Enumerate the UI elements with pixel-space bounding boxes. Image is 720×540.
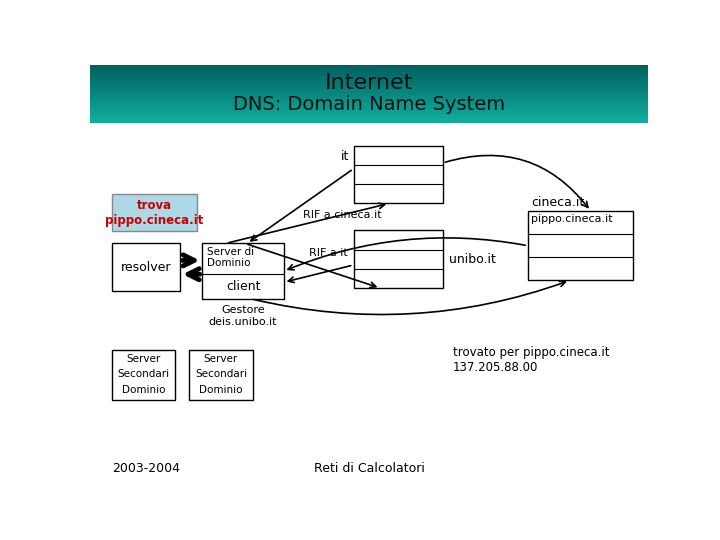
Bar xyxy=(90,90,648,91)
Text: RIF a cineca.it: RIF a cineca.it xyxy=(302,210,381,220)
Bar xyxy=(90,115,648,116)
Text: Internet: Internet xyxy=(325,72,413,92)
Bar xyxy=(90,121,648,122)
Bar xyxy=(189,350,253,400)
Bar xyxy=(90,67,648,68)
Bar xyxy=(90,69,648,70)
Text: Dominio: Dominio xyxy=(122,384,165,395)
Bar xyxy=(354,146,443,204)
Text: Server: Server xyxy=(204,354,238,364)
Bar xyxy=(90,111,648,112)
Bar xyxy=(528,211,632,280)
Bar xyxy=(90,94,648,95)
Bar xyxy=(90,80,648,81)
Text: Server: Server xyxy=(126,354,161,364)
Bar xyxy=(90,117,648,118)
Bar xyxy=(90,85,648,86)
Bar xyxy=(90,101,648,102)
Text: DNS: Domain Name System: DNS: Domain Name System xyxy=(233,96,505,114)
Text: pippo.cineca.it: pippo.cineca.it xyxy=(531,214,613,224)
Bar xyxy=(90,66,648,67)
Bar xyxy=(90,70,648,71)
Bar xyxy=(90,74,648,75)
Bar xyxy=(90,72,648,73)
Bar xyxy=(354,231,443,288)
Bar xyxy=(90,105,648,106)
Bar xyxy=(90,106,648,107)
Bar xyxy=(90,118,648,119)
Text: unibo.it: unibo.it xyxy=(449,253,495,266)
Bar xyxy=(90,103,648,104)
Bar xyxy=(90,89,648,90)
Bar xyxy=(90,81,648,82)
Bar xyxy=(112,244,180,291)
Bar xyxy=(90,98,648,99)
Text: Dominio: Dominio xyxy=(199,384,243,395)
Text: Secondari: Secondari xyxy=(117,369,169,379)
Bar xyxy=(90,114,648,115)
Bar xyxy=(90,110,648,111)
Bar xyxy=(90,122,648,123)
Bar xyxy=(90,97,648,98)
Bar xyxy=(90,77,648,78)
Bar xyxy=(90,100,648,101)
Bar xyxy=(90,116,648,117)
Bar xyxy=(90,78,648,79)
Text: Secondari: Secondari xyxy=(195,369,247,379)
Text: Gestore
deis.unibo.it: Gestore deis.unibo.it xyxy=(209,305,277,327)
Text: 2003-2004: 2003-2004 xyxy=(112,462,180,475)
Bar xyxy=(90,82,648,83)
Bar xyxy=(90,87,648,88)
Text: RIF a it: RIF a it xyxy=(309,248,347,259)
Bar xyxy=(90,119,648,120)
Text: Server di
Dominio: Server di Dominio xyxy=(207,247,254,268)
Text: Reti di Calcolatori: Reti di Calcolatori xyxy=(314,462,424,475)
Bar xyxy=(90,65,648,66)
Bar xyxy=(90,73,648,74)
Bar xyxy=(90,96,648,97)
Bar xyxy=(90,83,648,84)
Text: it: it xyxy=(341,150,350,163)
Bar xyxy=(90,86,648,87)
Bar xyxy=(90,108,648,109)
Bar xyxy=(90,84,648,85)
Text: client: client xyxy=(226,280,261,293)
Text: trova
pippo.cineca.it: trova pippo.cineca.it xyxy=(105,199,204,227)
Bar xyxy=(90,93,648,94)
Bar xyxy=(90,112,648,113)
Bar xyxy=(90,91,648,92)
Bar xyxy=(112,194,197,231)
Bar xyxy=(90,120,648,121)
Bar xyxy=(90,99,648,100)
Bar xyxy=(90,109,648,110)
Text: trovato per pippo.cineca.it
137.205.88.00: trovato per pippo.cineca.it 137.205.88.0… xyxy=(453,346,609,374)
Bar xyxy=(90,88,648,89)
Bar xyxy=(90,107,648,108)
Bar xyxy=(202,244,284,299)
Bar xyxy=(90,68,648,69)
Bar xyxy=(90,104,648,105)
Bar xyxy=(112,350,175,400)
Bar xyxy=(90,79,648,80)
Text: cineca.it: cineca.it xyxy=(531,196,584,209)
Text: resolver: resolver xyxy=(120,261,171,274)
Bar xyxy=(90,102,648,103)
Bar xyxy=(90,113,648,114)
Bar xyxy=(90,76,648,77)
Bar xyxy=(90,92,648,93)
Bar xyxy=(90,75,648,76)
Bar xyxy=(90,95,648,96)
Bar xyxy=(90,71,648,72)
